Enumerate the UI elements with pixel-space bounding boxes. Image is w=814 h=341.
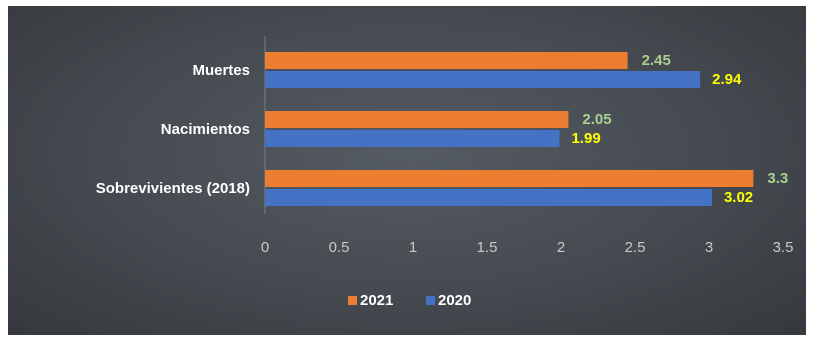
- data-label: 2.45: [642, 52, 671, 69]
- legend-label: 2021: [360, 292, 393, 309]
- x-tick-label: 2.5: [625, 239, 646, 256]
- data-label: 3.3: [767, 170, 788, 187]
- x-tick-label: 1: [409, 239, 417, 256]
- x-tick-label: 3.5: [773, 239, 794, 256]
- bar-chart: Muertes 2.45 2.94 Nacimientos 2.05 1.99 Sobrev…: [96, 36, 794, 309]
- x-tick-label: 0: [261, 239, 269, 256]
- legend-swatch-2020: [426, 296, 435, 305]
- data-label: 2.94: [712, 71, 742, 88]
- x-tick-label: 0.5: [329, 239, 350, 256]
- bar-2021: [265, 170, 754, 187]
- bar-2021: [265, 111, 569, 128]
- bar-2020: [265, 71, 701, 88]
- data-label: 1.99: [572, 130, 601, 147]
- data-label: 3.02: [724, 189, 753, 206]
- x-tick-label: 3: [705, 239, 713, 256]
- data-label: 2.05: [582, 111, 611, 128]
- category-label: Sobrevivientes (2018): [96, 180, 250, 197]
- bar-2021: [265, 52, 628, 69]
- bar-2020: [265, 189, 712, 206]
- legend-swatch-2021: [348, 296, 357, 305]
- x-tick-label: 1.5: [477, 239, 498, 256]
- chart-area: Muertes 2.45 2.94 Nacimientos 2.05 1.99 Sobrev…: [8, 6, 806, 335]
- x-tick-label: 2: [557, 239, 565, 256]
- category-label: Muertes: [192, 62, 250, 79]
- legend-label: 2020: [438, 292, 471, 309]
- category-label: Nacimientos: [161, 121, 250, 138]
- bar-2020: [265, 130, 560, 147]
